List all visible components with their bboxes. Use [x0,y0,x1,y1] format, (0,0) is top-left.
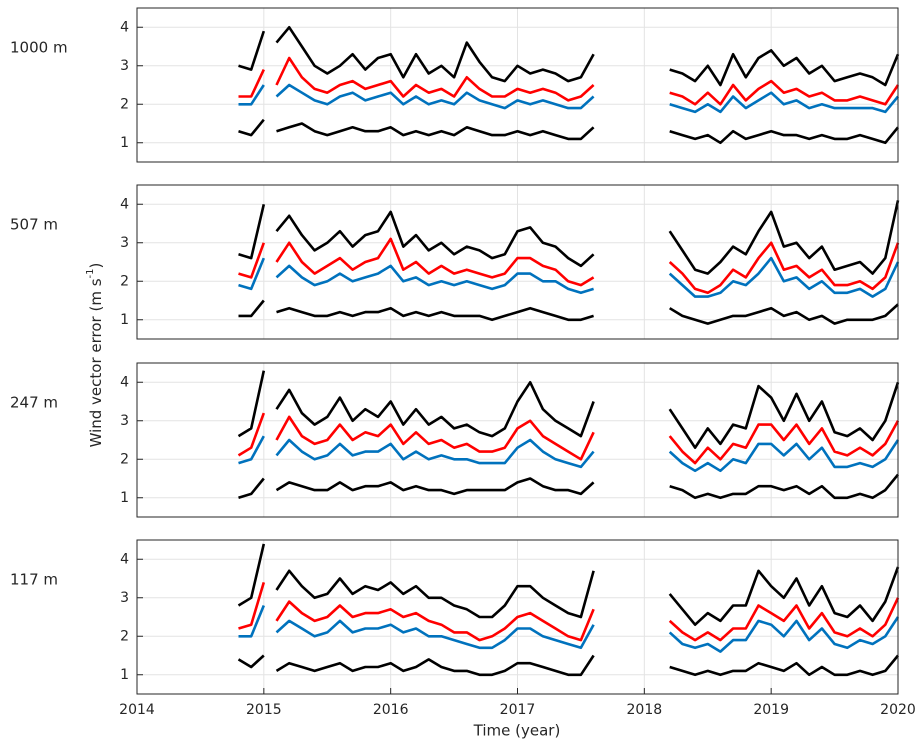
x-tick-label: 2017 [500,702,536,718]
series-line [238,200,900,275]
y-tick-label: 4 [120,551,129,567]
y-tick-label: 2 [120,451,129,467]
series-line [238,83,900,114]
y-tick-label: 4 [120,196,129,212]
series-line [237,412,900,465]
y-tick-label: 1 [120,490,129,506]
y-tick-label: 4 [120,19,129,35]
y-label-sup: -1 [85,268,96,278]
plot-frame [136,184,899,340]
plot-frame [136,539,899,695]
y-tick-label: 3 [120,235,129,251]
series-line [238,237,900,295]
y-tick-label: 2 [120,96,129,112]
panel-label: 1000 m [10,39,68,57]
x-tick-label: 2018 [627,702,663,718]
series-line [238,299,899,325]
y-tick-label: 1 [120,312,129,328]
panel-label: 117 m [10,571,58,589]
y-tick-label: 2 [120,273,129,289]
y-tick-label: 2 [120,628,129,644]
y-label-end: ) [87,263,105,269]
series-line [238,26,900,87]
y-tick-label: 3 [120,590,129,606]
x-tick-label: 2016 [373,702,409,718]
x-tick-label: 2015 [246,702,282,718]
series-line [237,370,900,449]
series-line [238,473,900,500]
plot-frame [136,7,899,163]
series-line [238,56,900,106]
x-tick-label: 2019 [753,702,789,718]
series-line [238,582,900,642]
x-axis-label: Time (year) [473,722,561,740]
plot-frame [136,362,899,518]
series-line [238,605,900,653]
panel-label: 507 m [10,216,58,234]
series-line [238,118,900,145]
panel-label: 247 m [10,394,58,412]
y-tick-label: 1 [120,667,129,683]
y-tick-label: 3 [120,413,129,429]
x-tick-label: 2020 [880,702,916,718]
series-line [237,654,900,677]
series-line [238,256,900,298]
y-label-text: Wind vector error (m s [87,278,105,447]
series-line [237,543,900,626]
series-line [238,435,900,473]
y-tick-label: 1 [120,135,129,151]
x-tick-label: 2014 [119,702,155,718]
y-tick-label: 4 [120,374,129,390]
y-axis-label: Wind vector error (m s-1) [85,263,105,448]
y-tick-label: 3 [120,58,129,74]
